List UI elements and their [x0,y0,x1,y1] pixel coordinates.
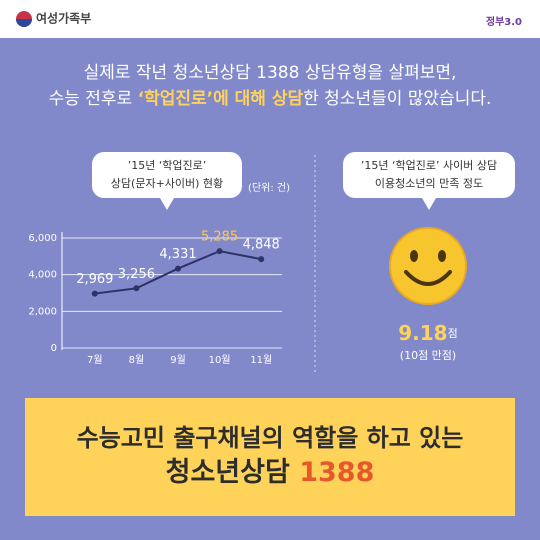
x-tick-label: 9월 [170,354,186,366]
banner-line2: 청소년상담 1388 [166,457,375,488]
ministry: 여성가족부 [36,11,91,26]
satisfaction-title: ’15년 ‘학업진로’ 사이버 상담 [361,159,497,172]
emblem-lower [16,19,32,27]
value-label: 5,285 [201,230,238,245]
value-label: 4,848 [243,238,280,253]
headline-highlight: ‘학업진로’에 대해 상담 [138,89,304,109]
smiley [389,227,467,305]
y-tick-label: 6,000 [28,233,57,244]
bubble-tail [160,198,174,210]
chart-title: ’15년 ‘학업진로’ [128,159,207,172]
banner [25,398,515,516]
value-label: 2,969 [76,272,113,287]
banner-line1: 수능고민 출구채널의 역할을 하고 있는 [77,424,464,452]
banner-part: 청소년상담 [166,457,300,488]
x-tick-label: 11월 [250,354,272,366]
headline-part: 수능 전후로 [49,89,138,109]
satisfaction-bubble [343,152,515,198]
top-bar [0,0,540,38]
value-label: 4,331 [159,247,196,262]
banner-highlight: 1388 [299,457,374,488]
score-unit: 점 [448,327,458,340]
chart-bubble [92,152,242,198]
point [133,285,140,292]
x-tick-label: 7월 [87,354,103,366]
point [91,290,98,297]
chart-title: 상담(문자+사이버) 현황 [111,177,223,190]
y-tick-label: 2,000 [28,306,57,317]
x-tick-label: 8월 [129,354,145,366]
headline-part: 한 청소년들이 많았습니다. [303,89,491,109]
satisfaction-title: 이용청소년의 만족 정도 [375,177,483,190]
bubble-tail [422,198,436,210]
headline-line1: 실제로 작년 청소년상담 1388 상담유형을 살펴보면, [84,63,457,83]
score: 9.18점 [398,321,457,345]
point [216,248,223,255]
value-label: 3,256 [118,267,155,282]
y-tick-label: 0 [51,343,57,354]
smiley-mouth [404,270,452,286]
score-note: (10점 만점) [400,349,456,362]
y-tick-label: 4,000 [28,270,57,281]
smiley-eye [410,250,418,262]
point [175,265,181,272]
headline-line2: 수능 전후로 ‘학업진로’에 대해 상담한 청소년들이 많았습니다. [49,89,492,109]
point [258,256,265,263]
x-tick-label: 10월 [209,354,231,366]
unit: (단위: 건) [248,181,290,194]
logo: 정부3.0 [486,15,522,28]
smiley-eye [438,250,446,262]
score-value: 9.18 [398,321,447,345]
